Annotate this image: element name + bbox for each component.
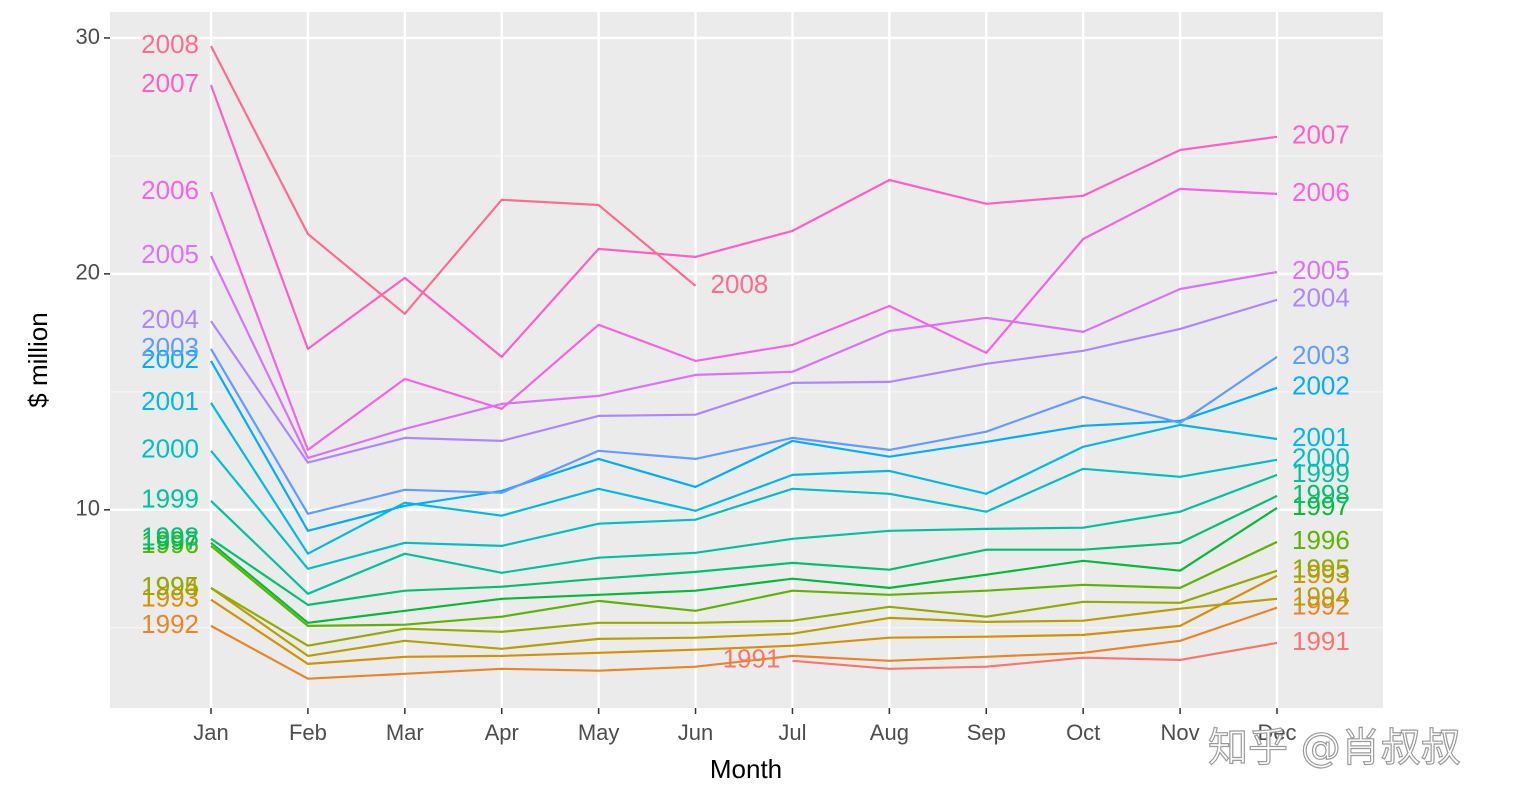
x-tick-label: Feb xyxy=(289,720,327,745)
series-label-end: 1991 xyxy=(1292,626,1350,656)
x-tick-label: Mar xyxy=(386,720,424,745)
series-line xyxy=(210,348,1278,515)
x-tick-label: Dec xyxy=(1257,720,1296,745)
series-line xyxy=(209,187,1278,451)
y-tick-label: 30 xyxy=(76,24,100,49)
series-line xyxy=(210,473,1278,595)
series-label-start: 1996 xyxy=(141,529,199,559)
series-line xyxy=(210,574,1278,665)
series-line xyxy=(210,360,1278,532)
series-label-start: 1993 xyxy=(141,583,199,613)
y-tick-label: 20 xyxy=(76,260,100,285)
series-line xyxy=(210,450,1278,570)
series-label-start: 2006 xyxy=(141,175,199,205)
x-tick-label: Sep xyxy=(967,720,1006,745)
series-label-end: 1996 xyxy=(1292,525,1350,555)
series-label-start: 2003 xyxy=(141,332,199,362)
series-label-start: 2004 xyxy=(141,304,199,334)
series-label-start: 1994 xyxy=(141,571,199,601)
series-label-end: 2004 xyxy=(1292,283,1350,313)
series-label-start: 1998 xyxy=(141,522,199,552)
series-label-end: 1992 xyxy=(1292,591,1350,621)
series-line xyxy=(210,540,1278,627)
x-tick-label: Jan xyxy=(193,720,228,745)
series-label-end: 2001 xyxy=(1292,422,1350,452)
x-tick-label: Jun xyxy=(678,720,713,745)
series-label-end: 2000 xyxy=(1292,443,1350,473)
series-line xyxy=(210,506,1278,624)
series-label-end: 2007 xyxy=(1292,120,1350,150)
x-tick-label: Aug xyxy=(870,720,909,745)
watermark: 知乎 @肖叔叔 xyxy=(1208,725,1461,771)
series-label-start: 1995 xyxy=(141,571,199,601)
series-line xyxy=(792,641,1278,670)
x-tick-label: Oct xyxy=(1066,720,1100,745)
series-line xyxy=(210,569,1278,647)
series-label-end: 1993 xyxy=(1292,559,1350,589)
series-label-start: 2001 xyxy=(141,386,199,416)
series-line xyxy=(209,84,1278,358)
series-line xyxy=(210,586,1278,657)
series-line xyxy=(210,255,1278,459)
series-label-end: 2006 xyxy=(1292,177,1350,207)
series-label-end: 2005 xyxy=(1292,255,1350,285)
series-label-end: 1999 xyxy=(1292,458,1350,488)
x-tick-label: Jul xyxy=(778,720,806,745)
series-label-end: 2003 xyxy=(1292,340,1350,370)
panel xyxy=(110,12,1383,708)
series-line xyxy=(210,494,1278,606)
y-axis-title: $ million xyxy=(23,312,53,407)
series-label-end: 1997 xyxy=(1292,491,1350,521)
series-line xyxy=(210,298,1278,464)
series-label-start: 2000 xyxy=(141,434,199,464)
series-label-start: 2008 xyxy=(141,29,199,59)
series-line xyxy=(210,606,1278,680)
series-label-start: 1997 xyxy=(141,526,199,556)
x-axis-title: Month xyxy=(710,754,782,784)
series-label-end: 2008 xyxy=(711,269,769,299)
series-label-end: 1995 xyxy=(1292,554,1350,584)
series-label-start: 1999 xyxy=(141,484,199,514)
series-line xyxy=(210,45,697,315)
series-label-end: 2002 xyxy=(1292,371,1350,401)
y-tick-label: 10 xyxy=(76,496,100,521)
series-label-start: 2005 xyxy=(141,239,199,269)
series-label-start: 1992 xyxy=(141,609,199,639)
x-tick-label: May xyxy=(578,720,620,745)
series-label-start: 2007 xyxy=(141,68,199,98)
series-label-start: 2002 xyxy=(141,344,199,374)
x-tick-label: Apr xyxy=(485,720,519,745)
series-label-end: 1994 xyxy=(1292,582,1350,612)
series-line xyxy=(210,402,1278,555)
series-label-end: 1998 xyxy=(1292,479,1350,509)
x-tick-label: Nov xyxy=(1161,720,1200,745)
